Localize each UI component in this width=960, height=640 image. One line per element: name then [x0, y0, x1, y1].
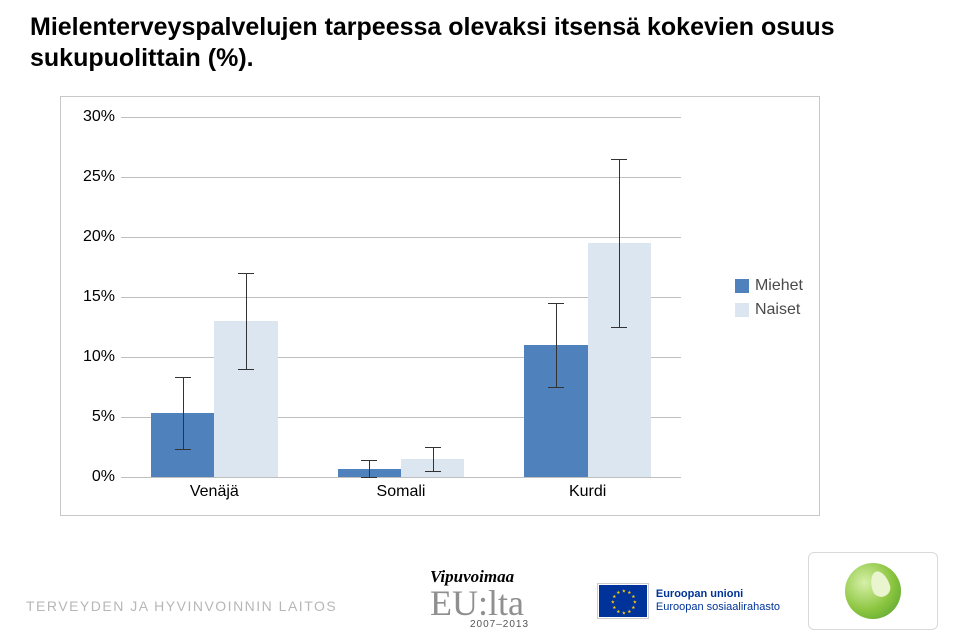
eu-logo-block: Euroopan unioni Euroopan sosiaalirahasto: [598, 584, 780, 618]
error-bar: [369, 460, 370, 477]
vipu-mid-text: EU:lta: [430, 587, 529, 619]
error-cap: [238, 273, 254, 274]
green-leaf-logo: [808, 552, 938, 630]
legend-swatch: [735, 279, 749, 293]
eu-text: Euroopan unioni Euroopan sosiaalirahasto: [656, 588, 780, 614]
eu-star-icon: [622, 611, 626, 615]
eu-star-icon: [612, 595, 616, 599]
error-cap: [611, 327, 627, 328]
gridline: [121, 177, 681, 178]
y-axis-label: 5%: [71, 408, 115, 426]
gridline: [121, 117, 681, 118]
y-axis-label: 20%: [71, 228, 115, 246]
error-bar: [619, 159, 620, 327]
x-axis-label: Venäjä: [190, 477, 239, 501]
eu-star-icon: [612, 606, 616, 610]
y-axis-label: 30%: [71, 108, 115, 126]
eu-line1: Euroopan unioni: [656, 588, 780, 601]
eu-line2: Euroopan sosiaalirahasto: [656, 601, 780, 614]
eu-flag-icon: [598, 584, 648, 618]
plot-area: 0%5%10%15%20%25%30%VenäjäSomaliKurdi: [121, 117, 681, 477]
y-axis-label: 10%: [71, 348, 115, 366]
eu-star-icon: [633, 600, 637, 604]
eu-star-icon: [616, 610, 620, 614]
error-bar: [183, 377, 184, 449]
error-cap: [548, 387, 564, 388]
error-cap: [361, 477, 377, 478]
eu-star-icon: [616, 590, 620, 594]
error-cap: [238, 369, 254, 370]
chart-container: 0%5%10%15%20%25%30%VenäjäSomaliKurdi Mie…: [60, 96, 820, 516]
eu-star-icon: [622, 589, 626, 593]
legend-label: Miehet: [755, 277, 803, 295]
error-cap: [425, 447, 441, 448]
leaf-icon: [845, 563, 901, 619]
y-axis-label: 0%: [71, 468, 115, 486]
eu-star-icon: [611, 600, 615, 604]
chart-title: Mielenterveyspalvelujen tarpeessa olevak…: [0, 0, 960, 81]
error-cap: [548, 303, 564, 304]
y-axis-label: 15%: [71, 288, 115, 306]
error-cap: [361, 460, 377, 461]
legend-item-naiset: Naiset: [735, 301, 803, 319]
error-bar: [556, 303, 557, 387]
y-axis-label: 25%: [71, 168, 115, 186]
eu-star-icon: [627, 590, 631, 594]
error-cap: [611, 159, 627, 160]
error-cap: [175, 377, 191, 378]
legend-item-miehet: Miehet: [735, 277, 803, 295]
error-cap: [425, 471, 441, 472]
error-cap: [175, 449, 191, 450]
eu-star-icon: [631, 595, 635, 599]
gridline: [121, 237, 681, 238]
error-bar: [433, 447, 434, 471]
legend-swatch: [735, 303, 749, 317]
x-axis-label: Somali: [377, 477, 426, 501]
footer: TERVEYDEN JA HYVINVOINNIN LAITOS Vipuvoi…: [0, 544, 960, 640]
legend-label: Naiset: [755, 301, 800, 319]
eu-star-icon: [627, 610, 631, 614]
thl-org-text: TERVEYDEN JA HYVINVOINNIN LAITOS: [26, 598, 337, 614]
vipuvoimaa-logo: Vipuvoimaa EU:lta 2007–2013: [430, 567, 529, 630]
error-bar: [246, 273, 247, 369]
eu-star-icon: [631, 606, 635, 610]
legend: Miehet Naiset: [735, 277, 803, 325]
x-axis-label: Kurdi: [569, 477, 606, 501]
